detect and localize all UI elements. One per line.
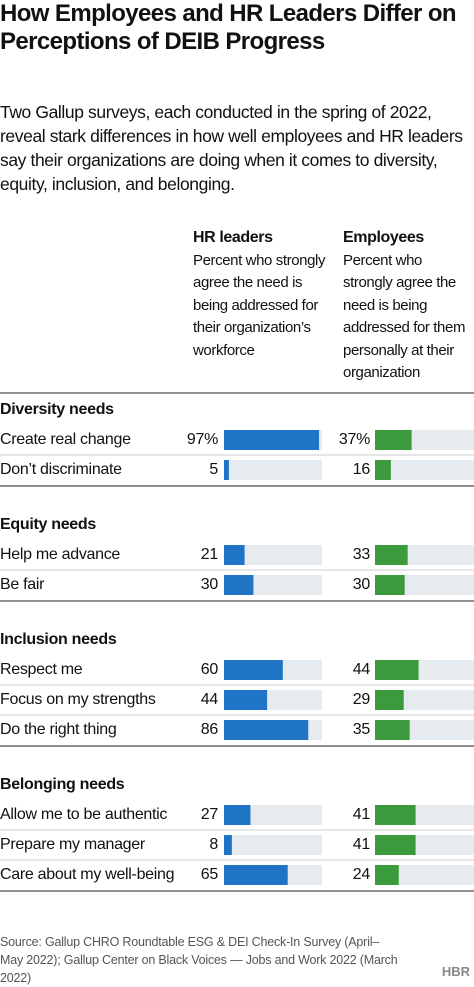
bar [375,460,391,480]
row-label: Allow me to be authentic [0,806,167,823]
value-label: 97% [187,431,218,448]
value-label: 29 [353,691,371,708]
row-label: Do the right thing [0,721,116,738]
bar [224,660,283,680]
logo: HBR [441,964,470,979]
bar [375,835,416,855]
bar [375,660,419,680]
bar [224,865,288,885]
column-description: Percent who strongly agree the need is b… [193,251,326,359]
value-label: 30 [201,576,219,593]
row-label: Care about my well-being [0,866,174,883]
bar [224,575,254,595]
chart: Diversity needs Create real change 97% 37% D… [0,392,474,892]
row-label: Create real change [0,431,131,448]
column-name: HR leaders [193,229,273,246]
bar-track [375,460,474,480]
column-description: Percent who strongly agree the need is b… [343,251,466,382]
bar [224,835,232,855]
value-label: 86 [201,721,219,738]
value-label: 27 [201,806,219,823]
value-label: 33 [353,546,371,563]
value-label: 44 [201,691,219,708]
bar-track [224,545,322,565]
bar [224,690,268,710]
value-label: 37% [339,431,370,448]
bar-track [375,865,474,885]
value-label: 24 [353,866,371,883]
row-label: Respect me [0,661,83,678]
bar-track [224,835,322,855]
title: How Employees and HR Leaders Differ on P… [0,0,457,55]
column-header: Employees Percent who strongly agree the … [343,227,474,385]
bar [375,720,410,740]
value-label: 21 [201,546,219,563]
bar [375,805,416,825]
subtitle: Two Gallup surveys, each conducted in th… [0,102,463,194]
value-label: 8 [209,836,218,853]
bar [224,430,320,450]
value-label: 41 [353,806,371,823]
group-label: Equity needs [0,516,96,533]
bar [375,430,412,450]
value-label: 60 [201,661,219,678]
row-label: Be fair [0,576,45,593]
column-name: Employees [343,229,424,246]
bar [224,545,245,565]
value-label: 30 [353,576,371,593]
group-label: Belonging needs [0,776,125,793]
bar [375,690,404,710]
value-label: 41 [353,836,371,853]
value-label: 5 [209,461,218,478]
group-label: Inclusion needs [0,631,117,648]
source: Source: Gallup CHRO Roundtable ESG & DEI… [0,935,398,985]
row-label: Prepare my manager [0,836,146,853]
bar [224,805,251,825]
value-label: 35 [353,721,371,738]
value-label: 44 [353,661,371,678]
bar [375,575,405,595]
bar [375,865,399,885]
bar [375,545,408,565]
value-label: 65 [201,866,219,883]
bar-track [224,460,322,480]
row-label: Don’t discriminate [0,461,122,478]
value-label: 16 [353,461,371,478]
column-header: HR leaders Percent who strongly agree the… [193,227,333,362]
row-label: Help me advance [0,546,120,563]
bar [224,460,229,480]
bar [224,720,309,740]
row-label: Focus on my strengths [0,691,156,708]
group-label: Diversity needs [0,401,114,418]
